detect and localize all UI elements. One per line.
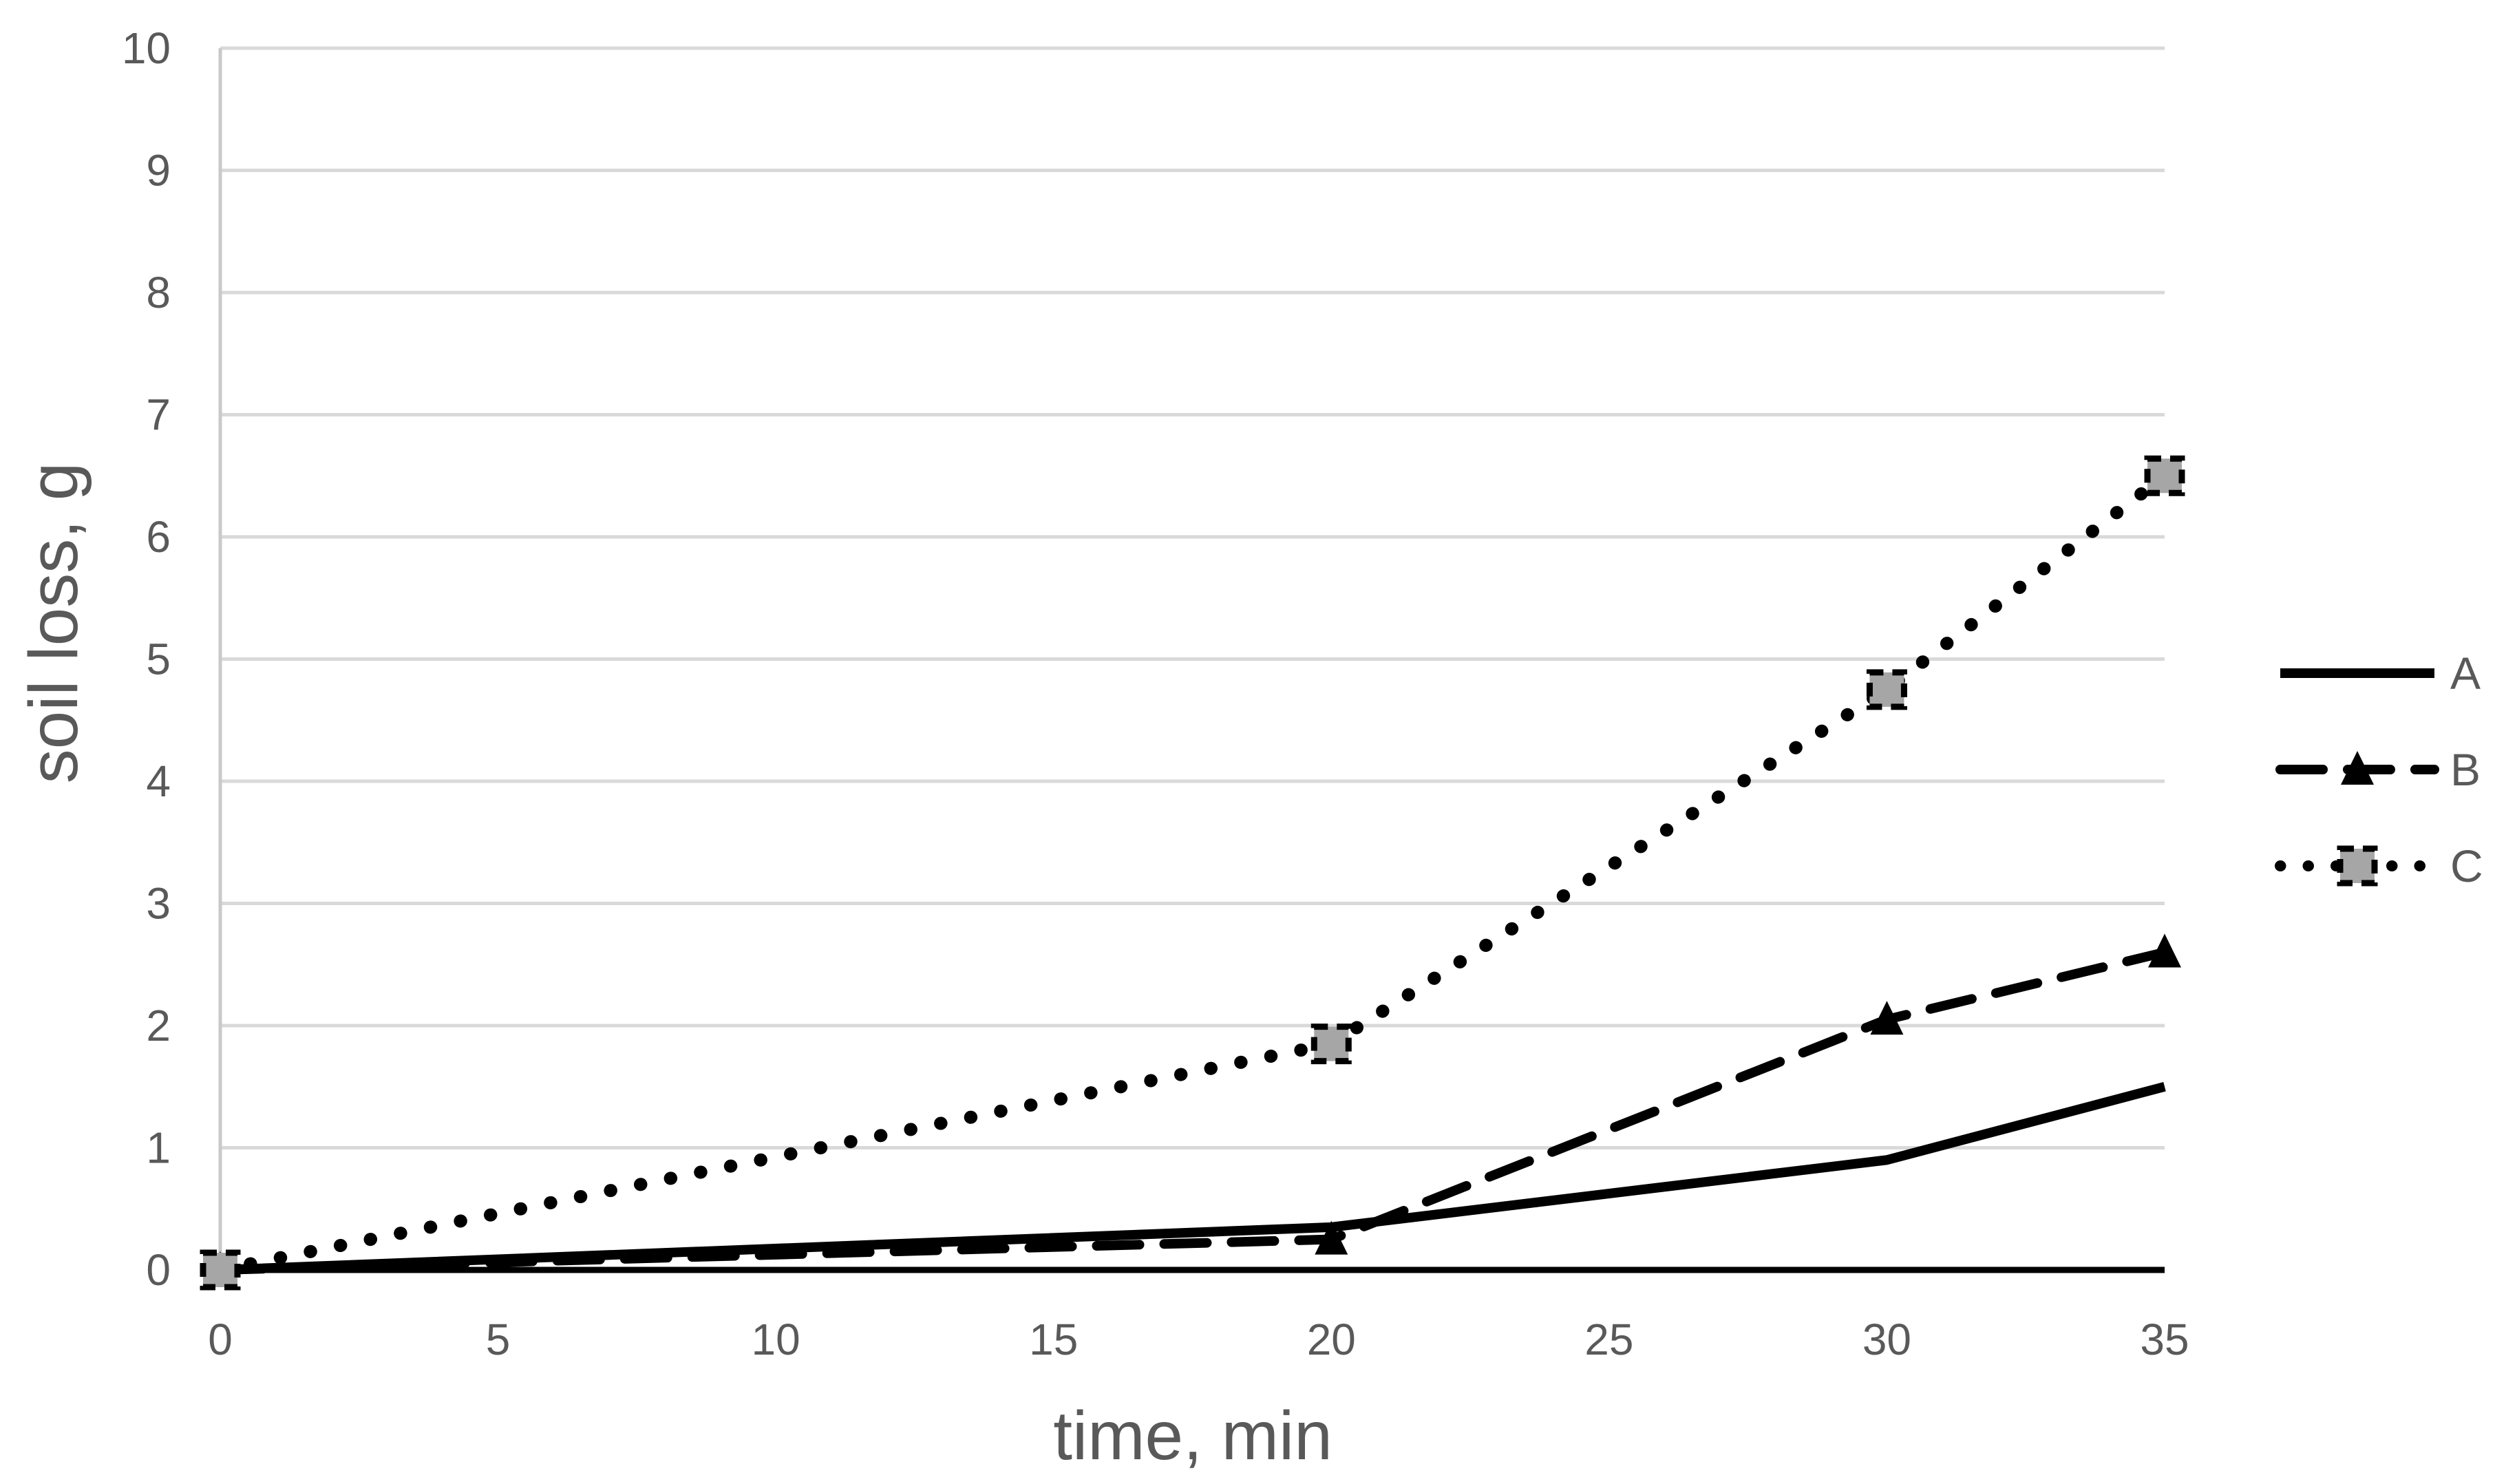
y-tick-label: 5	[146, 635, 171, 684]
series-C-marker	[1310, 1024, 1352, 1065]
x-tick-label: 0	[208, 1315, 233, 1364]
gridlines	[220, 46, 2165, 1149]
y-axis-title: soil loss, g	[15, 463, 92, 784]
x-axis-title: time, min	[1053, 1397, 1333, 1474]
x-tick-label: 30	[1862, 1315, 1911, 1364]
x-tick-label: 20	[1307, 1315, 1356, 1364]
axes	[218, 48, 2165, 1273]
legend-label-C: C	[2450, 840, 2483, 891]
legend-item-C: C	[2275, 840, 2483, 891]
y-tick-label: 6	[146, 512, 171, 562]
x-tick-label: 15	[1029, 1315, 1078, 1364]
x-tick-label: 10	[752, 1315, 800, 1364]
legend-B-marker	[2341, 751, 2374, 785]
legend-label-B: B	[2450, 744, 2481, 795]
x-tick-label: 25	[1584, 1315, 1633, 1364]
y-tick-label: 8	[146, 268, 171, 317]
y-tick-label: 7	[146, 390, 171, 440]
series-C-marker	[2144, 455, 2185, 496]
series-A-line	[220, 1081, 2166, 1275]
y-tick-label: 9	[146, 146, 171, 195]
legend-label-A: A	[2450, 648, 2481, 699]
legend-item-B: B	[2275, 744, 2481, 795]
y-tick-label: 2	[146, 1001, 171, 1050]
series-B-marker	[1315, 1220, 1348, 1255]
legend: ABC	[2275, 648, 2483, 891]
series-layer	[200, 455, 2185, 1291]
series-B-marker	[2148, 933, 2181, 968]
x-tick-label: 35	[2140, 1315, 2189, 1364]
series-B-marker	[1870, 1001, 1904, 1035]
y-tick-label: 10	[122, 23, 171, 73]
x-tick-label: 5	[486, 1315, 511, 1364]
series-C-marker	[200, 1249, 241, 1291]
series-B-line	[215, 947, 2169, 1275]
y-tick-label: 3	[146, 879, 171, 929]
legend-C-marker	[2337, 845, 2378, 887]
y-tick-label: 4	[146, 756, 171, 806]
series-C-line	[213, 469, 2172, 1277]
tick-labels: 0 1 2 3 4 5 6 7 8 9 10 0 5 10 15 20 25 30 35	[122, 23, 2189, 1364]
series-A	[220, 1081, 2166, 1275]
series-C-marker	[1866, 669, 1907, 710]
series-C	[200, 455, 2185, 1291]
legend-item-A: A	[2280, 648, 2481, 699]
y-tick-label: 1	[146, 1123, 171, 1173]
y-tick-label: 0	[146, 1245, 171, 1295]
